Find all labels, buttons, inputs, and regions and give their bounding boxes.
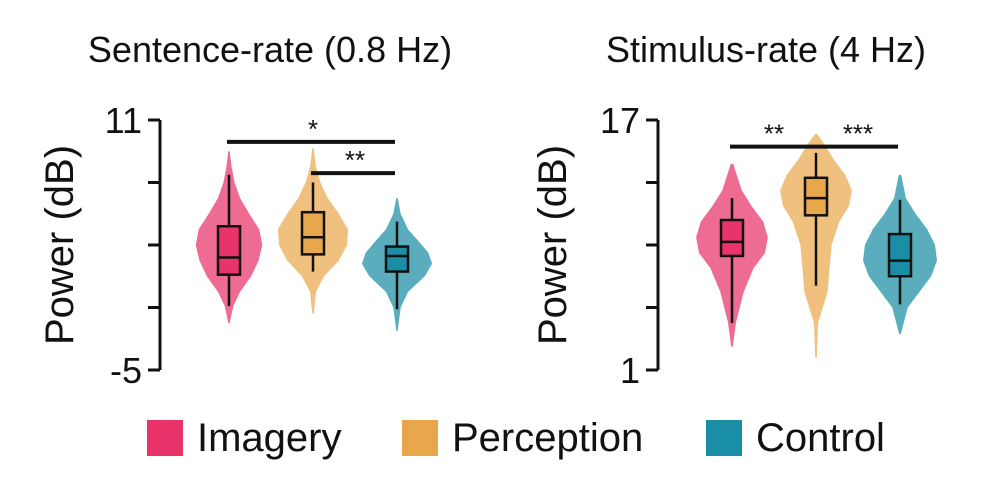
box-perception-sentence: [300, 210, 326, 256]
y-axis-label-sentence: Power (dB): [38, 145, 82, 345]
chart-panel-stimulus: Stimulus-rate (4 Hz)Power (dB)117 ** ***: [531, 29, 937, 391]
y-tick-label-sentence: 11: [105, 100, 142, 141]
legend-label-control: Control: [756, 416, 885, 460]
box-imagery-sentence: [216, 225, 242, 276]
box-control-sentence: [384, 245, 410, 273]
legend-swatch-control: [706, 420, 742, 456]
chart-title-sentence: Sentence-rate (0.8 Hz): [88, 29, 452, 70]
legend-item-imagery: Imagery: [147, 410, 342, 466]
box-imagery-stimulus: [719, 218, 745, 258]
legend: Imagery Perception Control: [0, 410, 998, 470]
significance-label-stimulus: **: [764, 119, 784, 149]
legend-swatch-imagery: [147, 420, 183, 456]
y-axis-label-stimulus: Power (dB): [531, 145, 575, 345]
legend-label-perception: Perception: [452, 416, 644, 460]
y-tick-label-stimulus: 17: [600, 100, 640, 141]
significance-label-sentence: *: [308, 114, 318, 144]
y-tick-label-stimulus: 1: [620, 350, 640, 391]
legend-item-perception: Perception: [402, 410, 643, 466]
legend-label-imagery: Imagery: [197, 416, 342, 460]
box-perception-stimulus: [803, 176, 829, 217]
box-control-stimulus: [887, 232, 913, 278]
violin-figure: Sentence-rate (0.8 Hz)Power (dB)-511 ***S…: [38, 29, 937, 391]
significance-label-sentence: **: [345, 145, 365, 175]
y-tick-label-sentence: -5: [110, 350, 142, 391]
legend-item-control: Control: [706, 410, 885, 466]
chart-panel-sentence: Sentence-rate (0.8 Hz)Power (dB)-511 ***: [38, 29, 452, 391]
legend-swatch-perception: [402, 420, 438, 456]
chart-title-stimulus: Stimulus-rate (4 Hz): [606, 29, 926, 70]
significance-label-stimulus: ***: [843, 119, 873, 149]
